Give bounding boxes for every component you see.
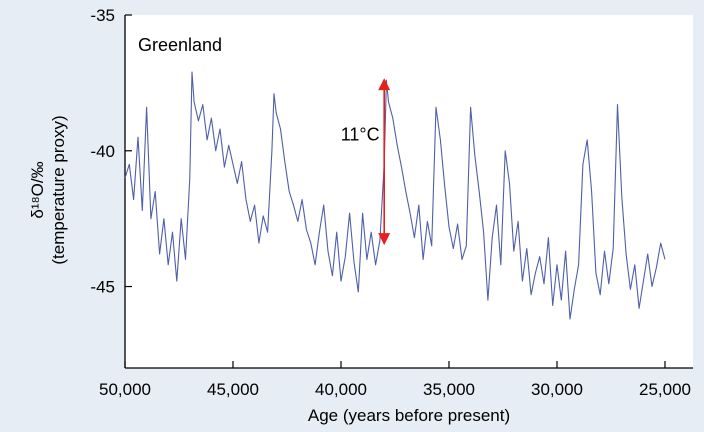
y-axis-label: δ¹⁸O/‰ (28, 161, 47, 218)
y-ticks: -35 -40 -45 (90, 6, 132, 297)
x-tick-label: 30,000 (531, 380, 583, 399)
y-tick-label: -35 (90, 6, 115, 25)
annotation-arrowhead-bottom (378, 233, 391, 246)
y-axis-sublabel: (temperature proxy) (49, 115, 68, 264)
temperature-range-annotation: 11°C (341, 78, 391, 246)
x-tick-label: 35,000 (423, 380, 475, 399)
annotation-label: 11°C (341, 124, 380, 144)
series-line (124, 71, 666, 320)
annotation-arrowhead-top (378, 78, 391, 91)
x-tick-label: 25,000 (639, 380, 691, 399)
x-tick-label: 40,000 (315, 380, 367, 399)
x-ticks: 50,000 45,000 40,000 35,000 30,000 25,000 (99, 361, 691, 399)
chart-title: Greenland (138, 35, 222, 55)
x-tick-label: 50,000 (99, 380, 151, 399)
x-axis-label: Age (years before present) (308, 406, 510, 425)
y-tick-label: -45 (90, 278, 115, 297)
plot-area (125, 15, 693, 368)
x-tick-label: 45,000 (207, 380, 259, 399)
y-tick-label: -40 (90, 142, 115, 161)
